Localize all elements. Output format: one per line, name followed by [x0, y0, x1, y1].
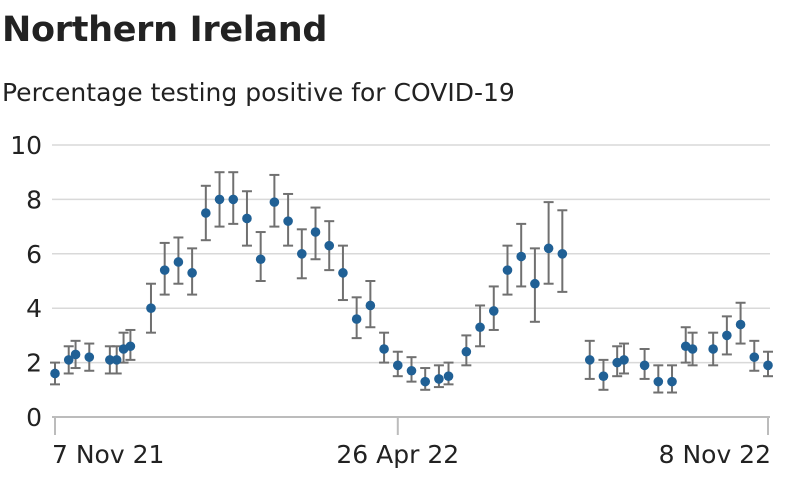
data-point: [619, 355, 629, 365]
data-point: [297, 249, 307, 259]
data-point: [406, 365, 417, 376]
data-point: [639, 360, 650, 371]
x-axis: 7 Nov 21 26 Apr 22 8 Nov 22: [52, 417, 771, 469]
chart-subtitle: Percentage testing positive for COVID-19: [2, 78, 515, 107]
x-tick-label: 8 Nov 22: [659, 440, 771, 469]
data-point: [735, 319, 746, 330]
data-point: [379, 344, 389, 354]
data-point: [543, 243, 554, 254]
data-point: [475, 322, 485, 333]
data-point: [653, 376, 664, 387]
data-point: [105, 355, 115, 365]
data-point: [84, 352, 95, 362]
data-point: [392, 360, 403, 371]
data-point: [324, 240, 335, 251]
data-point: [434, 374, 444, 384]
y-tick-label: 8: [26, 185, 42, 214]
y-tick-label: 4: [26, 294, 42, 323]
data-point: [667, 376, 677, 387]
data-point: [722, 330, 732, 341]
data-point: [420, 376, 431, 387]
x-tick-label: 26 Apr 22: [336, 440, 459, 469]
data-point: [70, 349, 81, 360]
data-point: [125, 341, 136, 352]
data-point: [557, 249, 568, 259]
data-point: [146, 303, 156, 314]
data-point: [228, 194, 239, 205]
data-point: [749, 352, 760, 362]
data-point: [63, 355, 74, 365]
data-point: [283, 216, 293, 226]
data-points: [50, 194, 773, 387]
data-point: [763, 360, 773, 371]
data-point: [255, 254, 266, 265]
y-tick-label: 10: [10, 131, 42, 160]
data-point: [516, 251, 526, 262]
x-tick-label: 7 Nov 21: [52, 440, 164, 469]
data-point: [310, 227, 321, 237]
data-point: [530, 278, 540, 289]
data-point: [269, 197, 280, 207]
data-point: [338, 268, 348, 278]
gridlines: [52, 144, 770, 418]
chart-title: Northern Ireland: [2, 10, 328, 50]
data-point: [502, 265, 513, 275]
data-point: [488, 306, 499, 316]
data-point: [687, 344, 698, 354]
data-point: [365, 300, 376, 311]
data-point: [173, 257, 184, 267]
data-point: [584, 355, 595, 365]
data-point: [708, 344, 718, 354]
data-point: [159, 265, 170, 275]
data-point: [50, 368, 60, 379]
y-tick-label: 0: [26, 403, 42, 432]
error-bars: [50, 171, 773, 394]
y-tick-label: 2: [26, 349, 42, 378]
data-point: [351, 314, 362, 324]
data-point: [214, 194, 225, 205]
y-tick-label: 6: [26, 240, 42, 269]
y-axis-ticks: 0 2 4 6 8 10: [10, 131, 42, 432]
data-point: [598, 371, 609, 382]
data-point: [242, 213, 252, 224]
data-point: [443, 371, 454, 382]
data-point: [201, 208, 211, 218]
data-point: [461, 346, 472, 357]
data-point: [111, 355, 122, 365]
data-point: [187, 268, 197, 278]
